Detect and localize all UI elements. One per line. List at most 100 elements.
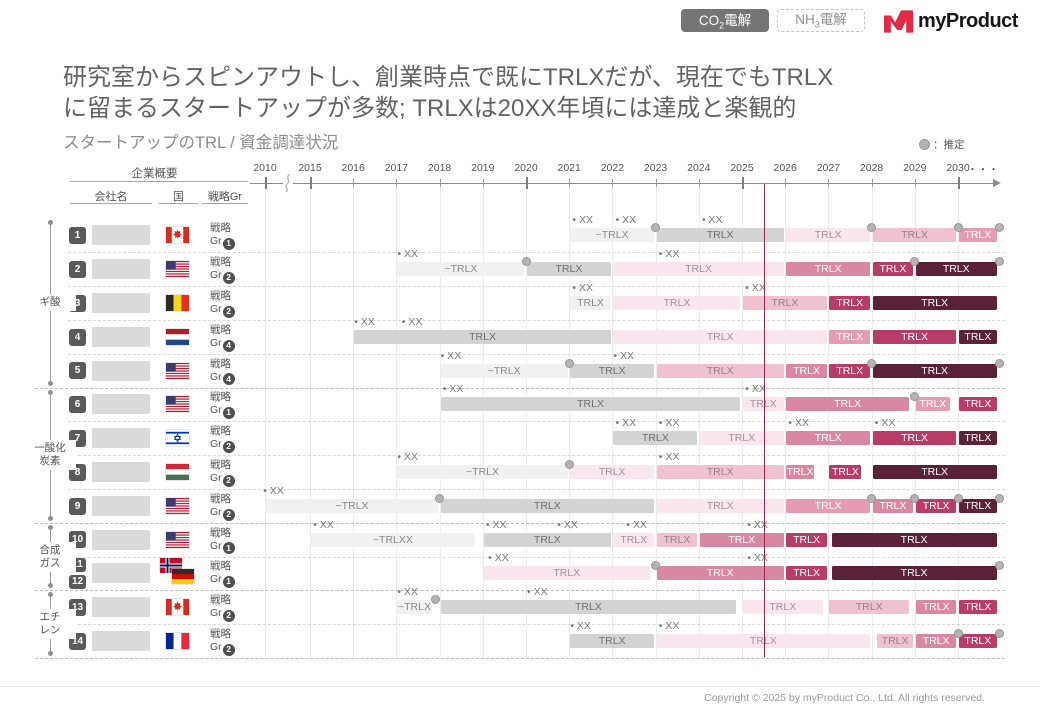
page-title-line1: 研究室からスピンアウトし、創業時点で既にTRLXだが、現在でもTRLX — [63, 64, 834, 91]
trl-bar: TRLX — [440, 499, 655, 513]
estimate-dot-icon — [430, 595, 440, 604]
flag-usa-icon — [166, 261, 189, 277]
trl-bar: TRLX — [915, 499, 957, 513]
funding-event: • XX — [701, 214, 723, 226]
axis-tick — [698, 179, 700, 187]
axis-year-label: 2016 — [341, 162, 365, 174]
category-axis-dot — [47, 380, 53, 386]
row-separator — [68, 421, 1005, 422]
company-name-placeholder — [92, 225, 150, 245]
trl-bar: TRLX — [656, 465, 784, 479]
trl-bar: ~TRLX — [397, 262, 525, 276]
funding-event: • XX — [397, 586, 418, 598]
chart-subtitle: スタートアップのTRL / 資金調達状況 — [63, 134, 339, 152]
category-axis-dot — [47, 389, 53, 395]
flag-israel-icon — [166, 430, 189, 446]
trl-bar: TRLX — [656, 634, 871, 648]
axis-tick — [526, 177, 528, 189]
trl-bar: TRLX — [786, 431, 871, 445]
row-separator — [68, 286, 1005, 287]
trl-bar: TRLX — [483, 532, 611, 547]
strategy-group-label: 戦略 Gr 1 — [210, 560, 235, 588]
estimate-dot-icon — [953, 223, 963, 232]
funding-event: • XX — [658, 248, 680, 260]
category-label: 合成 ガス — [24, 541, 76, 572]
funding-event: • XX — [747, 552, 768, 565]
row-number-badge: 9 — [69, 497, 86, 515]
estimate-dot-icon — [910, 257, 920, 266]
flag-usa-icon — [166, 531, 189, 548]
column-underline-strategy — [202, 203, 248, 204]
estimate-dot-icon — [995, 629, 1004, 638]
trl-bar: TRLX — [872, 431, 957, 445]
trl-bar: TRLX — [699, 431, 784, 445]
axis-year-label: 2029 — [903, 162, 927, 174]
strategy-group-number: 1 — [222, 237, 235, 250]
category-label: ギ酸 — [24, 294, 76, 312]
funding-event: • XX — [572, 282, 593, 294]
row-separator — [68, 556, 1005, 558]
company-name-placeholder — [92, 293, 150, 313]
category-axis-dot — [47, 592, 53, 597]
trl-bar: ~TRLX — [570, 228, 655, 242]
trl-bar: TRLX — [570, 296, 611, 310]
group-separator — [35, 658, 1005, 659]
axis-tick — [742, 177, 744, 189]
flag-france-icon — [166, 633, 189, 649]
gridline — [353, 183, 355, 658]
estimate-dot-icon — [910, 494, 920, 503]
strategy-group-label: 戦略 Gr 2 — [210, 459, 235, 487]
flag-canada-icon — [166, 227, 189, 243]
funding-event: • XX — [874, 417, 896, 429]
funding-event: • XX — [570, 620, 591, 632]
axis-break-icon — [283, 173, 293, 193]
strategy-group-number: 2 — [222, 508, 235, 521]
strategy-group-label: 戦略 Gr 2 — [210, 493, 235, 521]
gridline — [439, 183, 441, 658]
tab-co2-label: CO — [698, 13, 720, 28]
company-name-placeholder — [92, 631, 150, 651]
axis-year-label: 2024 — [687, 162, 711, 174]
funding-event: • XX — [442, 383, 464, 396]
column-header-country: 国 — [173, 191, 184, 203]
funding-event: • XX — [313, 518, 334, 531]
trl-bar: TRLX — [959, 499, 997, 513]
axis-arrow-icon — [993, 178, 1001, 187]
trl-bar: TRLX — [872, 465, 997, 479]
tab-co2-electrolysis[interactable]: CO2電解 — [681, 9, 769, 32]
trl-bar: TRLX — [872, 228, 957, 242]
axis-year-label: 2023 — [643, 162, 668, 174]
gridline — [914, 183, 916, 658]
gridline — [871, 183, 873, 658]
footer-divider — [0, 686, 1040, 687]
row-number-badge: 4 — [69, 328, 86, 346]
gridline — [265, 183, 266, 658]
funding-event: • XX — [263, 485, 284, 497]
gridline — [655, 183, 657, 658]
trl-bar: TRLX — [915, 397, 951, 412]
estimate-dot-icon — [521, 257, 531, 266]
trl-bar: TRLX — [786, 566, 827, 581]
trl-bar: TRLX — [743, 397, 784, 412]
axis-tick — [265, 177, 267, 189]
group-separator — [35, 590, 1005, 591]
company-name-placeholder — [92, 394, 150, 415]
axis-tick — [353, 179, 355, 187]
funding-event: • XX — [397, 248, 418, 260]
trl-bar: TRLX — [613, 532, 655, 547]
strategy-group-number: 1 — [222, 542, 235, 555]
column-header-company: 会社名 — [94, 191, 128, 203]
tab-nh3-electrolysis[interactable]: NH3電解 — [777, 9, 865, 32]
trl-bar: TRLX — [829, 296, 871, 310]
trl-bar: TRLX — [570, 363, 655, 378]
group-separator — [35, 523, 1005, 524]
strategy-group-label: 戦略 Gr 1 — [210, 391, 235, 419]
row-separator — [68, 354, 1005, 355]
category-label: 一酸化 炭素 — [24, 440, 76, 471]
axis-tick — [612, 179, 614, 187]
trl-bar: TRLX — [354, 330, 611, 344]
trl-bar: ~TRLX — [440, 363, 568, 378]
row-separator — [68, 252, 1005, 253]
gridline — [698, 183, 700, 658]
